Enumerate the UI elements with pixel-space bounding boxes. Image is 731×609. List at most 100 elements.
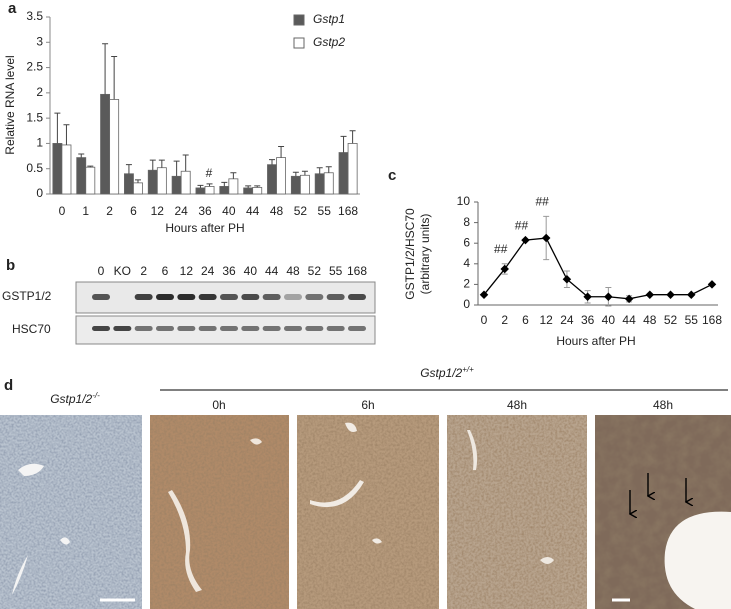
legend-swatch xyxy=(293,37,305,49)
error-bar xyxy=(325,166,332,173)
point xyxy=(479,290,489,299)
blot-band xyxy=(348,294,366,300)
lane-label: 6 xyxy=(162,264,169,278)
time-label: 0h xyxy=(212,398,225,412)
bar xyxy=(171,175,182,195)
bar xyxy=(276,157,286,195)
point xyxy=(624,294,634,304)
error-bar xyxy=(87,165,94,168)
error-bar xyxy=(63,124,70,145)
y-tick-label: 6 xyxy=(463,235,470,249)
blot-band xyxy=(198,294,217,300)
micrograph xyxy=(297,415,439,609)
blot-band xyxy=(326,294,345,300)
error-bar xyxy=(149,159,156,171)
bar xyxy=(100,93,111,195)
error-bar xyxy=(54,112,61,144)
point xyxy=(645,290,655,299)
bar xyxy=(124,173,134,195)
point xyxy=(500,264,509,274)
x-tick-label: 36 xyxy=(198,204,212,218)
bar xyxy=(299,174,310,195)
error-bar xyxy=(245,185,252,188)
error-bar xyxy=(292,171,299,177)
blot-band xyxy=(348,326,366,331)
bar xyxy=(267,164,277,195)
blot-band xyxy=(305,326,324,331)
x-tick-label: 0 xyxy=(481,313,488,327)
bar xyxy=(61,144,72,195)
point xyxy=(583,292,592,302)
y-tick-label: 0 xyxy=(36,186,43,200)
x-tick-label: 0 xyxy=(59,204,66,218)
x-tick-label: 52 xyxy=(664,313,678,327)
x-tick-label: 52 xyxy=(294,204,308,218)
y-tick-label: 4 xyxy=(463,256,470,270)
x-tick-label: 40 xyxy=(222,204,236,218)
point xyxy=(666,290,675,299)
error-bar xyxy=(301,170,308,176)
blot-band xyxy=(305,294,324,300)
error-bar xyxy=(349,130,356,144)
point xyxy=(604,292,613,302)
y-tick-label: 2.5 xyxy=(26,60,43,74)
blot-band xyxy=(134,326,153,331)
x-tick-label: 1 xyxy=(82,204,89,218)
x-tick-label: 6 xyxy=(522,313,529,327)
error-bar xyxy=(158,159,165,168)
bar xyxy=(76,157,87,195)
bar xyxy=(52,143,63,195)
line xyxy=(483,237,713,300)
x-axis-title: Hours after PH xyxy=(165,221,244,235)
micrograph xyxy=(447,415,587,609)
bar xyxy=(156,167,167,195)
micrograph xyxy=(150,415,289,609)
group-label: Gstp1/2+/+ xyxy=(420,365,474,381)
annotation: ## xyxy=(494,242,508,256)
blot-band xyxy=(156,326,174,331)
x-tick-label: 36 xyxy=(581,313,595,327)
y-tick-label: 2 xyxy=(463,277,470,291)
blot-band xyxy=(134,294,153,300)
bar xyxy=(219,186,230,195)
time-label: 48h xyxy=(653,398,673,412)
annotation: ## xyxy=(536,195,550,209)
bar xyxy=(195,187,206,195)
x-tick-label: 12 xyxy=(151,204,165,218)
x-tick-label: 44 xyxy=(246,204,260,218)
blot-band xyxy=(241,294,260,300)
y-axis-subtitle: (arbitrary units) xyxy=(418,214,432,295)
error-bar xyxy=(230,172,237,179)
error-bar xyxy=(173,160,180,177)
blot-band xyxy=(92,326,110,331)
lane-label: 24 xyxy=(201,264,215,278)
x-tick-label: 48 xyxy=(270,204,284,218)
y-axis-title: GSTP1/2/HSC70 xyxy=(403,208,417,300)
legend-swatch xyxy=(293,14,305,26)
y-tick-label: 10 xyxy=(457,194,471,208)
blot-band xyxy=(177,326,196,331)
control-label: Gstp1/2-/- xyxy=(50,391,100,407)
blot-band xyxy=(156,294,174,300)
annotation: # xyxy=(206,166,213,180)
y-tick-label: 1 xyxy=(36,136,43,150)
error-bar xyxy=(78,153,85,158)
error-bar xyxy=(254,185,261,188)
error-bar xyxy=(316,167,323,174)
time-label: 48h xyxy=(507,398,527,412)
x-tick-label: 48 xyxy=(643,313,657,327)
x-tick-label: 2 xyxy=(106,204,113,218)
lane-label: 168 xyxy=(347,264,367,278)
bar xyxy=(133,182,143,195)
lane-label: 44 xyxy=(265,264,279,278)
x-axis-title: Hours after PH xyxy=(556,334,635,348)
bar xyxy=(180,170,191,195)
error-bar xyxy=(206,183,213,187)
annotation: ## xyxy=(515,218,529,232)
y-tick-label: 0 xyxy=(463,297,470,311)
bar xyxy=(252,187,263,195)
blot-row-label: GSTP1/2 xyxy=(2,289,52,303)
point xyxy=(707,280,717,289)
bar xyxy=(347,143,358,195)
lane-label: 55 xyxy=(329,264,343,278)
